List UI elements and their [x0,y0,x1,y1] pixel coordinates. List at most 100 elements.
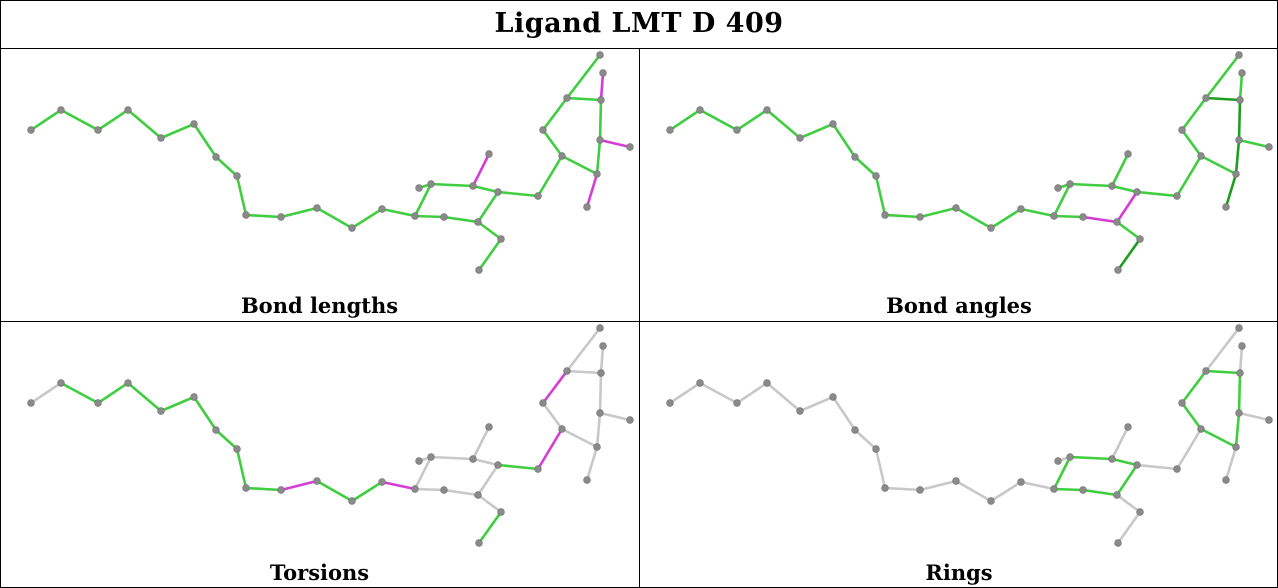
atom [596,409,604,417]
atom [1108,455,1116,463]
bond [599,71,605,102]
bond [315,479,354,503]
bond [126,381,163,413]
atom [190,393,198,401]
atom [596,51,604,59]
atom [626,143,634,151]
bond [1238,71,1244,102]
atom [1136,508,1144,516]
bond [59,108,100,132]
bond [560,154,599,176]
atom [233,445,241,453]
bond [1116,510,1142,545]
bond [1237,138,1271,149]
atom [485,423,493,431]
bond [1110,184,1139,194]
bond [565,369,603,375]
atom [596,324,604,332]
atom [987,224,995,232]
bond [798,122,835,140]
bond [1237,371,1242,415]
bond [853,428,878,451]
bond [1135,463,1179,471]
bond [1052,487,1085,492]
rings-panel [666,324,1273,547]
atom [1235,136,1243,144]
bond [1237,411,1271,422]
bond [442,215,480,224]
atom [881,484,889,492]
atom [1236,369,1244,377]
bond [1238,344,1244,375]
bond [1081,488,1119,497]
bond [442,488,480,497]
bond [96,108,130,132]
atom [157,134,165,142]
atom [124,106,132,114]
bond [279,479,319,492]
bond [1110,425,1130,461]
atom [599,69,607,77]
atom [474,491,482,499]
atom [1113,218,1121,226]
atom [1017,478,1025,486]
atom [1222,476,1230,484]
atom [242,484,250,492]
atom [987,497,995,505]
atom [599,342,607,350]
atom [916,486,924,494]
atom [475,266,483,274]
bond [496,463,540,471]
atom [242,211,250,219]
atom [1178,399,1186,407]
bond [350,207,384,230]
atom [427,453,435,461]
bond [1199,154,1238,176]
bond [476,190,500,224]
bond-lengths-panel [27,51,634,274]
atom [411,212,419,220]
atom [378,478,386,486]
bond [598,98,603,142]
bond [1180,369,1208,405]
atom [469,455,477,463]
atom [348,224,356,232]
atom [851,426,859,434]
bond [1234,411,1241,449]
atom [57,379,65,387]
bond [598,371,603,415]
bond [1052,455,1072,491]
bond [476,463,500,497]
bond [798,395,835,413]
bond [429,182,475,188]
bond [126,108,163,140]
bond [1175,154,1203,198]
bond [735,381,769,405]
bond [315,206,354,230]
bond [235,447,248,490]
atom [596,136,604,144]
atom [1079,213,1087,221]
atom [539,126,547,134]
atom [534,192,542,200]
bond [831,395,857,432]
bond [192,122,218,159]
bond [477,237,503,272]
bond [1135,190,1179,198]
bond [1052,214,1085,219]
atom [563,367,571,375]
atom [1054,457,1062,465]
atom [440,486,448,494]
atom [881,211,889,219]
bond [989,207,1023,230]
bond [413,455,433,491]
atom [952,477,960,485]
bond [59,381,100,405]
bond [471,457,500,467]
bond [1019,480,1056,491]
bond [1115,190,1139,224]
bond [585,172,599,209]
atom [277,213,285,221]
atom [666,126,674,134]
atom [277,486,285,494]
